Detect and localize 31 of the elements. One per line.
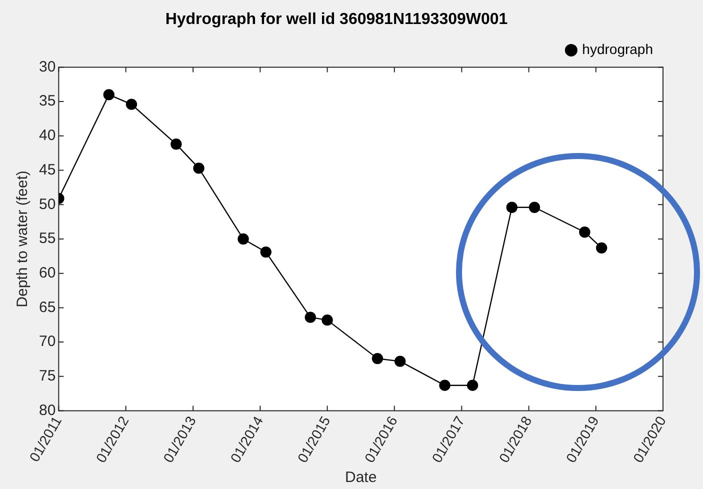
y-tick-label: 50	[38, 196, 56, 213]
point	[322, 314, 333, 326]
point	[596, 242, 608, 254]
y-tick-label: 75	[38, 368, 56, 385]
y-tick-label: 35	[38, 92, 56, 110]
chart-title: Hydrograph for well id 360981N1193309W001	[165, 11, 508, 28]
point	[170, 138, 182, 150]
point	[372, 352, 384, 364]
y-tick-label: 70	[38, 333, 56, 350]
y-tick-label: 60	[38, 264, 56, 282]
y-tick-label: 65	[38, 298, 56, 316]
y-axis-title: Depth to water (feet)	[14, 170, 32, 308]
point	[394, 356, 406, 367]
y-tick-label: 40	[38, 127, 56, 144]
point	[528, 202, 540, 213]
point	[193, 162, 204, 174]
point	[466, 380, 478, 391]
point	[439, 380, 450, 391]
point	[103, 89, 114, 100]
point	[260, 246, 272, 258]
y-tick-label: 30	[38, 58, 56, 76]
y-tick-label: 55	[38, 230, 56, 248]
point	[126, 98, 138, 110]
x-axis-title: Date	[345, 469, 377, 486]
y-tick-label: 80	[38, 402, 56, 419]
point	[506, 202, 518, 213]
point	[579, 226, 590, 238]
legend-label: hydrograph	[582, 41, 653, 58]
y-tick-label: 45	[38, 161, 56, 178]
point	[304, 312, 316, 323]
point	[238, 233, 249, 245]
